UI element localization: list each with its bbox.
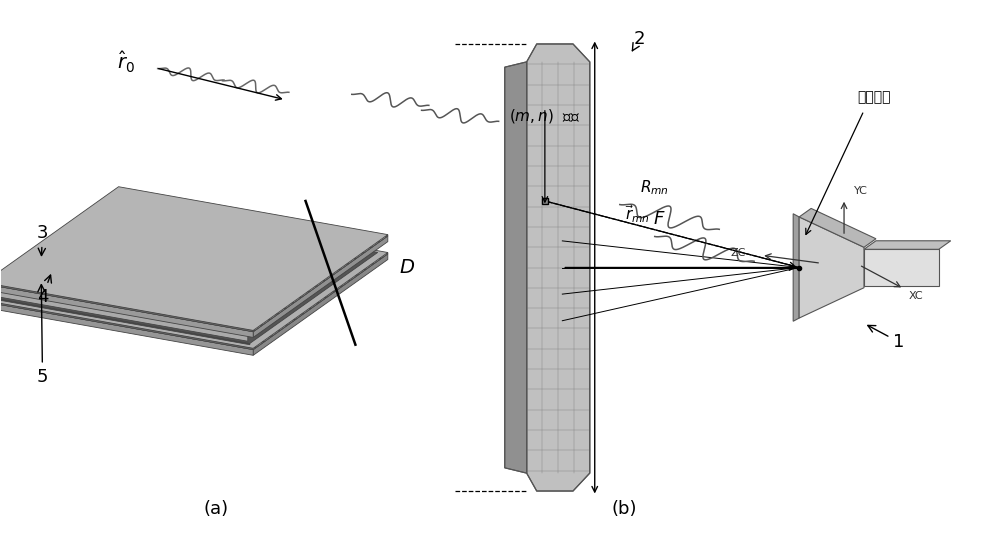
Polygon shape bbox=[68, 259, 113, 275]
Polygon shape bbox=[793, 214, 799, 321]
Text: ZC: ZC bbox=[731, 248, 746, 257]
Polygon shape bbox=[221, 218, 265, 234]
Polygon shape bbox=[259, 225, 303, 241]
Polygon shape bbox=[864, 241, 951, 249]
Text: (b): (b) bbox=[612, 500, 637, 518]
Text: 5: 5 bbox=[37, 285, 48, 386]
Text: XC: XC bbox=[909, 292, 923, 301]
Polygon shape bbox=[221, 252, 265, 268]
Polygon shape bbox=[106, 266, 151, 281]
Text: 4: 4 bbox=[37, 275, 51, 306]
Text: YC: YC bbox=[854, 186, 868, 196]
Polygon shape bbox=[240, 272, 284, 288]
Polygon shape bbox=[316, 252, 361, 268]
Polygon shape bbox=[183, 314, 227, 329]
Polygon shape bbox=[106, 300, 151, 316]
Polygon shape bbox=[799, 217, 864, 318]
Polygon shape bbox=[259, 293, 303, 309]
Polygon shape bbox=[0, 289, 248, 341]
Polygon shape bbox=[183, 211, 227, 227]
Polygon shape bbox=[106, 198, 151, 213]
Polygon shape bbox=[68, 293, 113, 309]
Polygon shape bbox=[87, 211, 132, 227]
Polygon shape bbox=[0, 204, 388, 348]
Polygon shape bbox=[221, 320, 265, 336]
Text: $\vec{r}_{mn}$: $\vec{r}_{mn}$ bbox=[625, 203, 649, 225]
Polygon shape bbox=[250, 253, 378, 345]
Polygon shape bbox=[183, 279, 227, 295]
Polygon shape bbox=[0, 279, 36, 295]
Text: 2: 2 bbox=[632, 29, 645, 51]
Polygon shape bbox=[505, 62, 527, 473]
Polygon shape bbox=[106, 232, 151, 248]
Polygon shape bbox=[0, 206, 388, 349]
Polygon shape bbox=[864, 249, 939, 286]
Polygon shape bbox=[126, 218, 170, 234]
Polygon shape bbox=[68, 225, 113, 241]
Polygon shape bbox=[253, 254, 388, 355]
Polygon shape bbox=[0, 201, 372, 333]
Text: 1: 1 bbox=[868, 325, 905, 351]
Polygon shape bbox=[0, 207, 378, 343]
Polygon shape bbox=[335, 239, 380, 255]
Polygon shape bbox=[145, 307, 189, 322]
Polygon shape bbox=[221, 286, 265, 302]
Text: (a): (a) bbox=[203, 500, 228, 518]
Polygon shape bbox=[202, 266, 246, 281]
Polygon shape bbox=[248, 243, 372, 333]
Polygon shape bbox=[0, 200, 372, 332]
Polygon shape bbox=[202, 300, 246, 316]
Polygon shape bbox=[253, 253, 388, 349]
Text: $R_{mn}$: $R_{mn}$ bbox=[640, 178, 669, 197]
Polygon shape bbox=[164, 225, 208, 241]
Polygon shape bbox=[164, 259, 208, 275]
Polygon shape bbox=[297, 232, 342, 248]
Polygon shape bbox=[297, 266, 342, 281]
Polygon shape bbox=[0, 300, 253, 349]
Polygon shape bbox=[49, 239, 94, 255]
Polygon shape bbox=[248, 245, 372, 341]
Text: $(m,n)$  单元: $(m,n)$ 单元 bbox=[509, 107, 581, 125]
Polygon shape bbox=[278, 246, 323, 261]
Text: 相位中心: 相位中心 bbox=[857, 90, 891, 104]
Polygon shape bbox=[0, 298, 250, 345]
Polygon shape bbox=[0, 188, 388, 332]
Polygon shape bbox=[11, 266, 56, 281]
Polygon shape bbox=[799, 209, 876, 247]
Polygon shape bbox=[527, 44, 590, 491]
Polygon shape bbox=[87, 279, 132, 295]
Polygon shape bbox=[253, 235, 388, 332]
Polygon shape bbox=[253, 236, 388, 338]
Text: $F$: $F$ bbox=[653, 210, 666, 227]
Polygon shape bbox=[0, 187, 388, 331]
Polygon shape bbox=[278, 279, 323, 295]
Polygon shape bbox=[183, 246, 227, 261]
Polygon shape bbox=[0, 282, 253, 332]
Polygon shape bbox=[259, 259, 303, 275]
Polygon shape bbox=[164, 293, 208, 309]
Polygon shape bbox=[126, 286, 170, 302]
Text: $\hat{r}_0$: $\hat{r}_0$ bbox=[117, 50, 135, 75]
Polygon shape bbox=[240, 239, 284, 255]
Polygon shape bbox=[87, 246, 132, 261]
Text: 3: 3 bbox=[37, 224, 48, 256]
Polygon shape bbox=[30, 252, 75, 268]
Polygon shape bbox=[202, 232, 246, 248]
Polygon shape bbox=[0, 302, 253, 355]
Text: $D$: $D$ bbox=[399, 258, 415, 277]
Polygon shape bbox=[30, 286, 75, 302]
Polygon shape bbox=[126, 252, 170, 268]
Polygon shape bbox=[0, 284, 253, 338]
Polygon shape bbox=[145, 272, 189, 288]
Polygon shape bbox=[49, 272, 94, 288]
Polygon shape bbox=[0, 288, 248, 333]
Polygon shape bbox=[145, 239, 189, 255]
Polygon shape bbox=[240, 307, 284, 322]
Polygon shape bbox=[145, 205, 189, 220]
